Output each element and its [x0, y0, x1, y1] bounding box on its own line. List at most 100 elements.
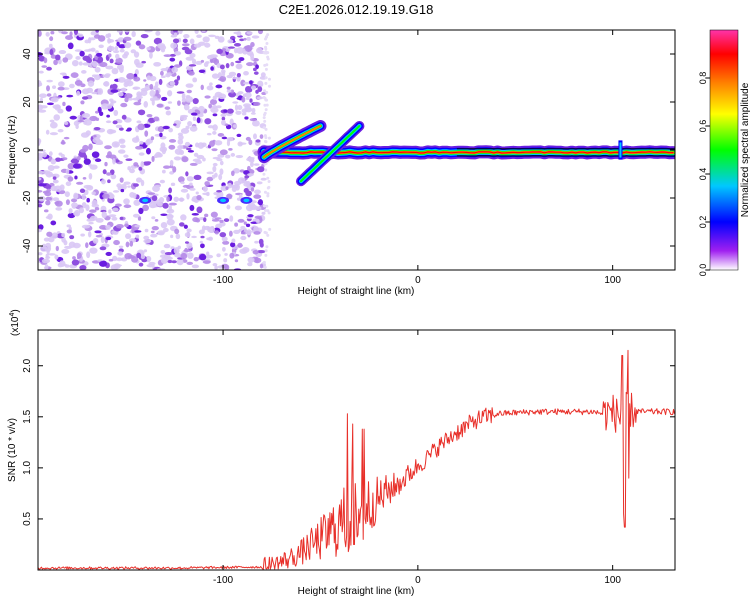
noise-blob	[44, 264, 49, 270]
noise-blob	[142, 204, 150, 212]
noise-blob	[170, 53, 177, 57]
noise-blob	[210, 66, 214, 71]
noise-blob	[168, 187, 172, 194]
noise-blob	[250, 85, 257, 90]
noise-blob	[219, 168, 224, 176]
noise-blob	[102, 193, 110, 199]
noise-blob	[226, 193, 233, 200]
snr-y-tick-label: 1.5	[22, 409, 33, 423]
noise-blob	[227, 182, 232, 189]
noise-blob	[259, 134, 264, 139]
noise-blob	[88, 48, 93, 52]
noise-blob	[89, 115, 98, 122]
noise-blob	[221, 116, 226, 121]
noise-blob	[157, 231, 165, 236]
noise-blob	[199, 240, 203, 244]
noise-blob	[183, 249, 192, 252]
noise-blob	[204, 95, 211, 99]
noise-blob	[38, 152, 44, 159]
noise-blob	[264, 249, 268, 253]
noise-blob	[66, 229, 73, 234]
noise-blob	[172, 166, 177, 173]
noise-blob	[216, 48, 223, 55]
noise-blob	[125, 81, 130, 86]
noise-blob	[253, 225, 259, 233]
noise-blob	[144, 130, 149, 137]
noise-blob	[164, 256, 173, 260]
noise-blob	[235, 47, 245, 54]
noise-blob	[164, 106, 171, 110]
noise-blob	[40, 246, 48, 252]
noise-blob	[206, 132, 212, 136]
svg-text:(x104): (x104)	[9, 309, 21, 336]
noise-blob	[227, 46, 235, 49]
noise-blob	[38, 170, 44, 175]
noise-blob	[38, 55, 46, 62]
noise-blob	[112, 190, 120, 193]
noise-peak-core	[142, 198, 149, 203]
noise-blob	[43, 209, 49, 213]
noise-blob	[94, 158, 102, 163]
noise-blob	[47, 213, 53, 220]
noise-blob	[177, 100, 181, 106]
noise-blob	[174, 228, 180, 235]
noise-blob	[67, 162, 75, 170]
noise-blob	[54, 104, 61, 111]
noise-blob	[129, 240, 134, 247]
noise-blob	[266, 55, 270, 59]
noise-blob	[248, 139, 253, 146]
noise-blob	[41, 65, 48, 68]
noise-blob	[91, 191, 96, 196]
noise-blob	[53, 165, 60, 169]
noise-blob	[133, 162, 139, 167]
noise-blob	[104, 145, 112, 150]
noise-blob	[85, 204, 90, 211]
noise-blob	[184, 141, 191, 147]
noise-blob	[153, 37, 162, 45]
noise-blob	[124, 30, 130, 33]
noise-blob	[265, 41, 269, 45]
noise-blob	[243, 221, 247, 225]
noise-blob	[245, 190, 252, 197]
noise-blob	[162, 202, 169, 209]
noise-blob	[110, 264, 119, 270]
noise-blob	[221, 236, 228, 242]
noise-blob	[247, 262, 253, 267]
noise-blob	[261, 91, 267, 96]
noise-blob	[49, 121, 58, 129]
noise-blob	[127, 185, 131, 188]
noise-blob	[38, 104, 44, 111]
noise-blob	[111, 207, 119, 212]
noise-blob	[177, 176, 185, 183]
noise-blob	[61, 248, 70, 255]
noise-blob	[188, 71, 195, 76]
noise-blob	[191, 197, 199, 202]
noise-blob	[173, 196, 180, 202]
noise-blob	[86, 251, 91, 259]
noise-blob	[229, 252, 235, 259]
noise-blob	[253, 194, 262, 199]
noise-blob	[217, 93, 227, 100]
noise-blob	[186, 228, 192, 233]
noise-blob	[218, 78, 225, 81]
noise-blob	[240, 235, 247, 241]
spectrogram-y-tick-label: 0	[22, 147, 33, 153]
noise-blob	[268, 227, 272, 231]
noise-blob	[112, 120, 118, 125]
noise-blob	[111, 67, 119, 75]
noise-blob	[256, 249, 266, 254]
noise-blob	[190, 112, 198, 116]
colorbar-tick-label: 0.6	[698, 120, 708, 133]
noise-blob	[254, 215, 263, 219]
noise-blob	[264, 81, 268, 85]
noise-blob	[255, 219, 260, 223]
noise-blob	[246, 156, 255, 160]
noise-blob	[147, 192, 156, 195]
noise-blob	[82, 62, 90, 66]
noise-blob	[193, 257, 199, 262]
noise-blob	[70, 158, 80, 164]
noise-blob	[247, 173, 254, 177]
noise-blob	[102, 74, 107, 78]
noise-blob	[50, 158, 57, 165]
noise-blob	[200, 235, 205, 239]
